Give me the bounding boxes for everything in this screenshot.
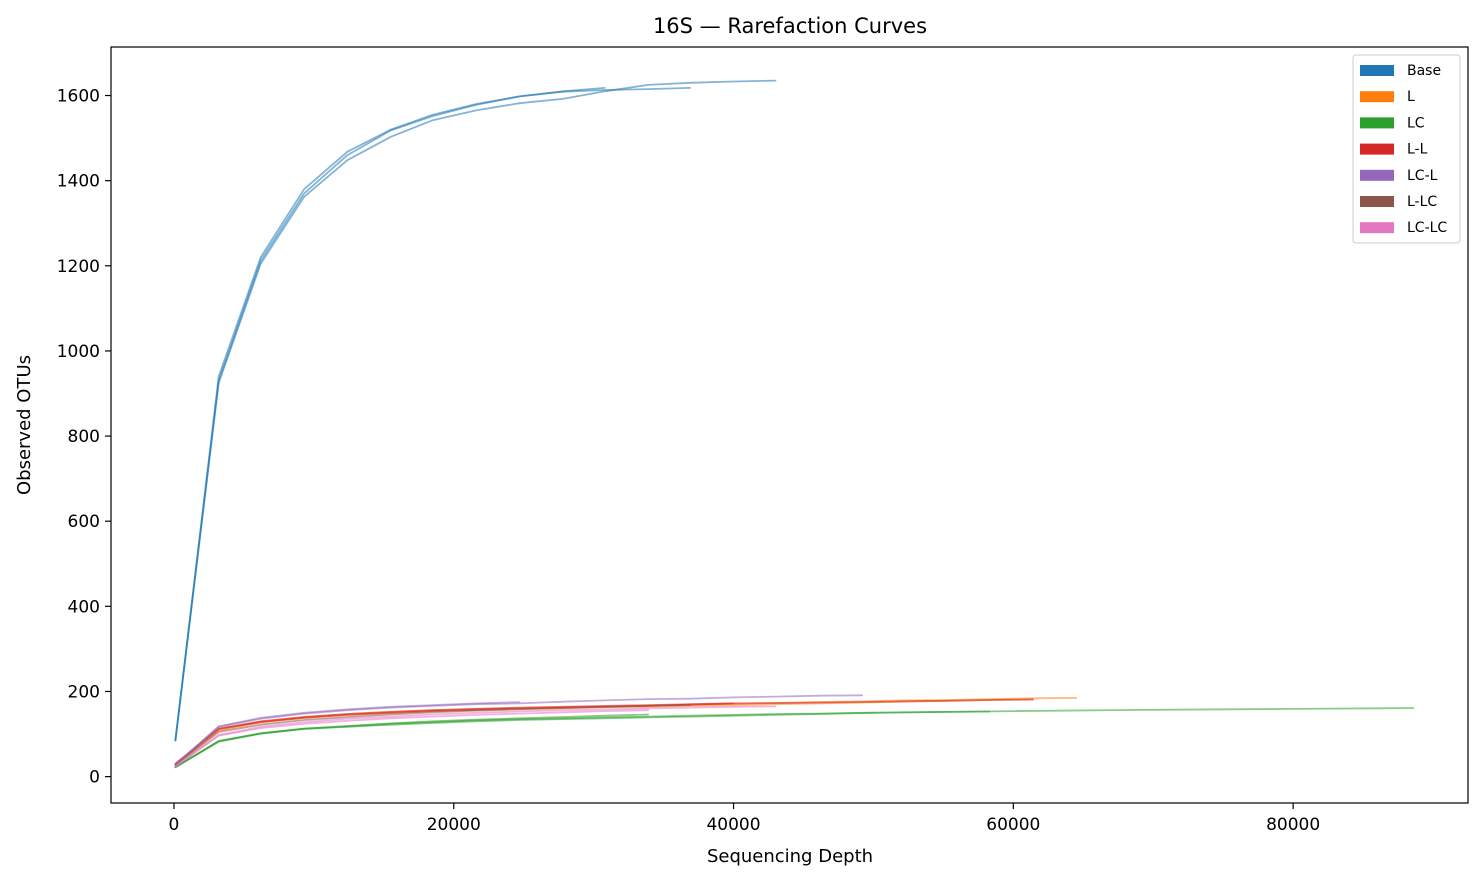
series-line-lc-lc-13 <box>174 709 650 768</box>
legend-swatch-l-lc <box>1360 196 1394 207</box>
legend-label-l: L <box>1407 89 1415 105</box>
legend-label-lc-lc: LC-LC <box>1407 220 1447 236</box>
x-axis-title: Sequencing Depth <box>707 846 873 867</box>
x-tick-label: 80000 <box>1266 815 1320 835</box>
series-line-base-2 <box>174 79 777 742</box>
series-line-base-1 <box>174 87 692 742</box>
y-tick-label: 1600 <box>57 87 100 107</box>
series-line-l-lc-12 <box>174 704 692 767</box>
chart-title: 16S — Rarefaction Curves <box>653 14 927 38</box>
legend-swatch-lc <box>1360 117 1394 129</box>
y-axis-ticks: 0 200 400 600 800 1000 1200 1400 1600 <box>57 87 111 788</box>
legend: Base L LC L-L LC-L L-LC LC-LC <box>1352 54 1461 244</box>
x-tick-label: 40000 <box>706 815 760 835</box>
series-line-lc-7 <box>174 707 1415 769</box>
y-tick-label: 600 <box>68 512 100 532</box>
y-tick-label: 0 <box>89 768 100 788</box>
y-tick-label: 800 <box>68 427 100 447</box>
legend-swatch-lc-l <box>1360 169 1394 181</box>
x-tick-label: 0 <box>169 815 180 835</box>
legend-swatch-base <box>1360 65 1394 76</box>
legend-label-base: Base <box>1407 63 1441 79</box>
y-axis-title: Observed OTUs <box>14 355 35 495</box>
legend-label-l-l: L-L <box>1407 142 1428 158</box>
legend-swatch-l-l <box>1360 143 1394 155</box>
x-tick-label: 60000 <box>986 815 1040 835</box>
series-layer <box>174 79 1415 769</box>
legend-label-l-lc: L-LC <box>1407 194 1437 210</box>
legend-label-lc-l: LC-L <box>1407 168 1438 184</box>
y-tick-label: 400 <box>68 597 100 617</box>
y-tick-label: 200 <box>68 682 100 702</box>
x-axis-ticks: 0 20000 40000 60000 80000 <box>169 803 1320 835</box>
legend-label-lc: LC <box>1407 115 1425 131</box>
x-tick-label: 20000 <box>427 815 481 835</box>
plot-frame <box>110 46 1469 804</box>
series-line-lc-l-11 <box>174 694 864 766</box>
legend-swatch-l <box>1360 91 1394 103</box>
y-tick-label: 1000 <box>57 342 100 362</box>
legend-swatch-lc-lc <box>1360 222 1394 234</box>
series-line-lc-lc-14 <box>174 705 777 768</box>
y-tick-label: 1200 <box>57 257 100 277</box>
y-tick-label: 1400 <box>57 172 100 192</box>
